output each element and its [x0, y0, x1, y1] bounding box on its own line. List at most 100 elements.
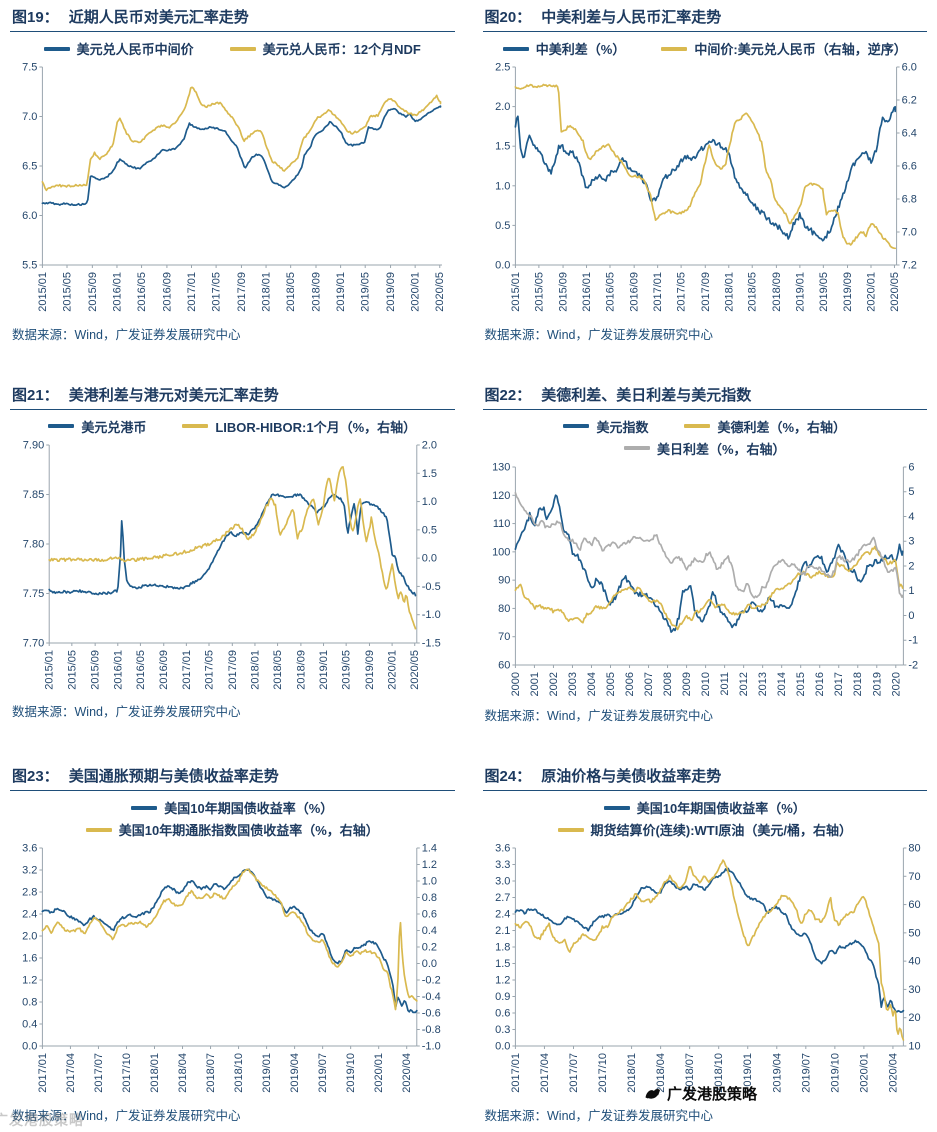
x-tick-label: 2018/05	[746, 272, 758, 312]
x-tick-label: 2020/04	[887, 1053, 899, 1093]
gf-logo-icon	[645, 1088, 660, 1099]
y2-tick-label: 1.4	[422, 843, 437, 855]
x-tick-label: 2018/01	[723, 272, 735, 312]
x-tick-label: 2019/10	[345, 1053, 357, 1093]
y2-tick-label: -0.6	[422, 1008, 441, 1020]
x-tick-label: 2019/05	[341, 650, 353, 690]
legend-item: 美国10年期国债收益率（%）	[603, 798, 806, 817]
chart-plot: 3.6 3.3 3.0 2.7 2.4 2.1 1.8 1.5 1.2 0.9 0.6 0.3 0.0 8…	[495, 843, 920, 1093]
y2-tick-label: -0.8	[422, 1024, 441, 1036]
y-tick-label: 7.80	[23, 538, 44, 550]
x-tick-label: 2009	[681, 672, 693, 696]
y2-tick-label: 0.4	[422, 925, 437, 937]
legend-label: 美德利差（%，右轴）	[717, 419, 847, 435]
data-source: 数据来源：Wind，广发证券发展研究中心	[484, 709, 713, 724]
legend-label: 中间价:美元兑人民币（右轴，逆序）	[694, 42, 907, 57]
x-tick-label: 2017/05	[204, 650, 216, 690]
legend-swatch-icon	[229, 46, 256, 51]
legend-row: 期货结算价(连续):WTI原油（美元/桶，右轴）	[483, 820, 928, 839]
x-tick-label: 2017/07	[93, 1053, 105, 1093]
x-tick-label: 2019/01	[794, 272, 806, 312]
series-line-1	[514, 83, 896, 250]
x-tick-label: 2016/09	[158, 650, 170, 690]
legend-swatch-icon	[48, 424, 75, 429]
chart-legend: 美国10年期国债收益率（%） 期货结算价(连续):WTI原油（美元/桶，右轴）	[483, 798, 928, 839]
x-tick-label: 2017/05	[675, 272, 687, 312]
y-tick-label: 3.6	[22, 843, 37, 855]
figure-title: 中美利差与人民币汇率走势	[541, 9, 722, 26]
x-tick-label: 2018/05	[272, 650, 284, 690]
figure-number: 图23：	[12, 768, 59, 786]
chart-fig23: 图23： 美国通胀预期与美债收益率走势 美国10年期国债收益率（%） 美国10年期…	[10, 764, 455, 1124]
x-tick-label: 2020/01	[865, 272, 877, 312]
x-tick-label: 2015/01	[37, 272, 49, 312]
x-tick-label: 2020/05	[889, 272, 901, 312]
legend-swatch-icon	[557, 827, 584, 832]
brand-watermark: 广发港股策略	[644, 1083, 757, 1104]
y-tick-label: 1.8	[495, 942, 510, 954]
y-tick-label: 130	[492, 461, 510, 473]
y2-tick-label: 6.4	[901, 127, 916, 139]
x-tick-label: 2015/01	[44, 650, 56, 690]
data-source: 数据来源：Wind，广发证券发展研究中心	[12, 1108, 241, 1123]
x-tick-label: 2020/01	[858, 1053, 870, 1093]
x-tick-label: 2020	[890, 672, 902, 696]
series-line-0	[41, 105, 442, 207]
legend-label: 美国10年期通胀指数国债收益率（%，右轴）	[118, 823, 379, 839]
chart-fig22: 图22： 美德利差、美日利差与美元指数 美元指数 美德利差（%，右轴） 美日利差（%…	[482, 383, 927, 724]
y2-tick-label: 1	[908, 585, 914, 597]
x-tick-label: 2001	[529, 672, 541, 696]
legend-swatch-icon	[603, 805, 630, 810]
y2-tick-label: 4	[908, 511, 914, 523]
data-source: 数据来源：Wind，广发证券发展研究中心	[484, 327, 713, 342]
y-tick-label: 0.0	[495, 1041, 510, 1053]
y-tick-label: 7.70	[23, 637, 44, 649]
y-tick-label: 0.0	[22, 1041, 37, 1053]
chart-plot: 130 120 110 100 90 80 70 60 6 5 4 3 2 1 0 -1 -2 2000 2001 2…	[492, 461, 918, 696]
legend-item: 美元兑人民币：12个月NDF	[229, 39, 421, 58]
y2-tick-label: 70	[908, 871, 920, 883]
legend-label: 美元兑人民币中间价	[76, 42, 194, 57]
x-tick-label: 2016	[814, 672, 826, 696]
x-tick-label: 2011	[719, 672, 731, 696]
series-line-1	[41, 868, 418, 1011]
figure-number: 图20：	[484, 9, 532, 26]
y-tick-label: 0.5	[495, 220, 510, 232]
figure-title: 美港利差与港元对美元汇率走势	[68, 386, 279, 404]
x-tick-label: 2019/05	[818, 272, 830, 312]
y2-tick-label: -1.0	[422, 1041, 441, 1053]
x-tick-label: 2015/01	[510, 272, 522, 312]
legend-swatch-icon	[623, 446, 650, 451]
y-tick-label: 3.6	[495, 843, 510, 855]
x-tick-label: 2017/09	[236, 272, 248, 312]
legend-item: 美元兑人民币中间价	[43, 39, 194, 58]
chart-title: 图20： 中美利差与人民币汇率走势	[482, 5, 927, 32]
y2-tick-label: 1.2	[422, 859, 437, 871]
x-tick-label: 2017/04	[539, 1053, 551, 1093]
chart-fig19: 图19： 近期人民币对美元汇率走势 美元兑人民币中间价 美元兑人民币：12个月ND…	[10, 5, 455, 343]
x-tick-label: 2016/01	[581, 272, 593, 312]
legend-item: LIBOR-HIBOR:1个月（%，右轴）	[182, 417, 416, 436]
x-tick-label: 2008	[662, 672, 674, 696]
x-tick-label: 2019/01	[335, 272, 347, 312]
x-tick-label: 2017/09	[227, 650, 239, 690]
x-tick-label: 2018/04	[177, 1053, 189, 1093]
series-line-0	[514, 105, 896, 242]
legend-swatch-icon	[85, 827, 112, 832]
figure-number: 图19：	[12, 9, 59, 26]
x-tick-label: 2018/07	[684, 1053, 696, 1093]
y2-tick-label: 0	[908, 610, 914, 622]
x-tick-label: 2000	[510, 672, 522, 696]
y2-tick-label: 20	[908, 1012, 920, 1024]
y2-tick-label: 2	[908, 560, 914, 572]
x-tick-label: 2018/10	[713, 1053, 725, 1093]
figure-number: 图22：	[484, 386, 532, 404]
y2-tick-label: 3	[908, 535, 914, 547]
x-tick-label: 2017/01	[510, 1053, 522, 1093]
y-tick-label: 7.0	[22, 111, 37, 123]
x-tick-label: 2019/01	[261, 1053, 273, 1093]
legend-item: 美国10年期国债收益率（%）	[131, 798, 333, 817]
x-tick-label: 2020/01	[387, 650, 399, 690]
y2-tick-label: 6.8	[901, 193, 916, 205]
x-tick-label: 2010	[700, 672, 712, 696]
